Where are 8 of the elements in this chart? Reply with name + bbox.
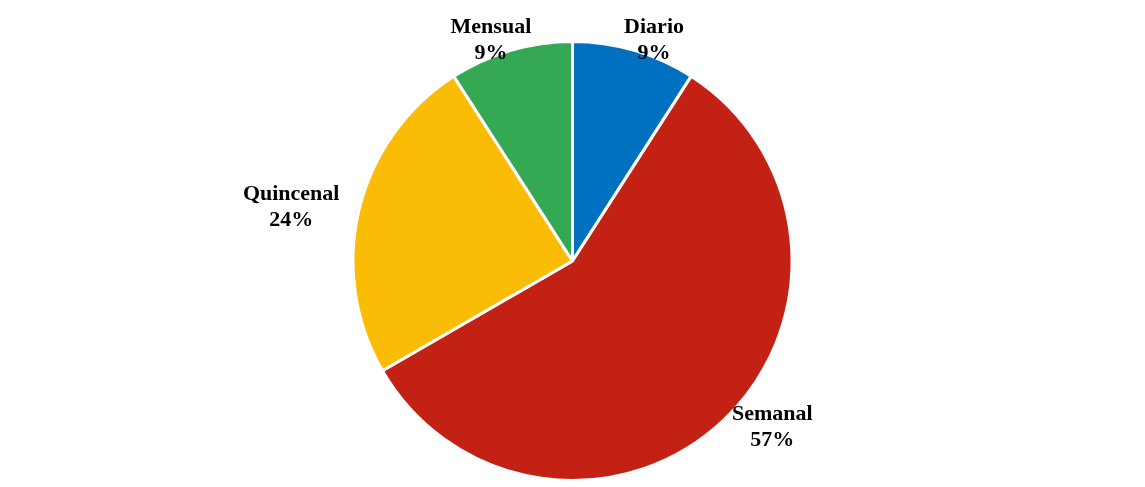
slice-label: Semanal: [731, 399, 813, 425]
data-label: 24%: [269, 205, 314, 231]
slice-label: Diario: [624, 13, 685, 39]
data-label: 9%: [637, 39, 671, 65]
slice-label: Mensual: [450, 13, 532, 39]
data-label: 9%: [474, 39, 508, 65]
data-label: 57%: [750, 425, 795, 451]
slice-label: Quincenal: [242, 179, 340, 205]
